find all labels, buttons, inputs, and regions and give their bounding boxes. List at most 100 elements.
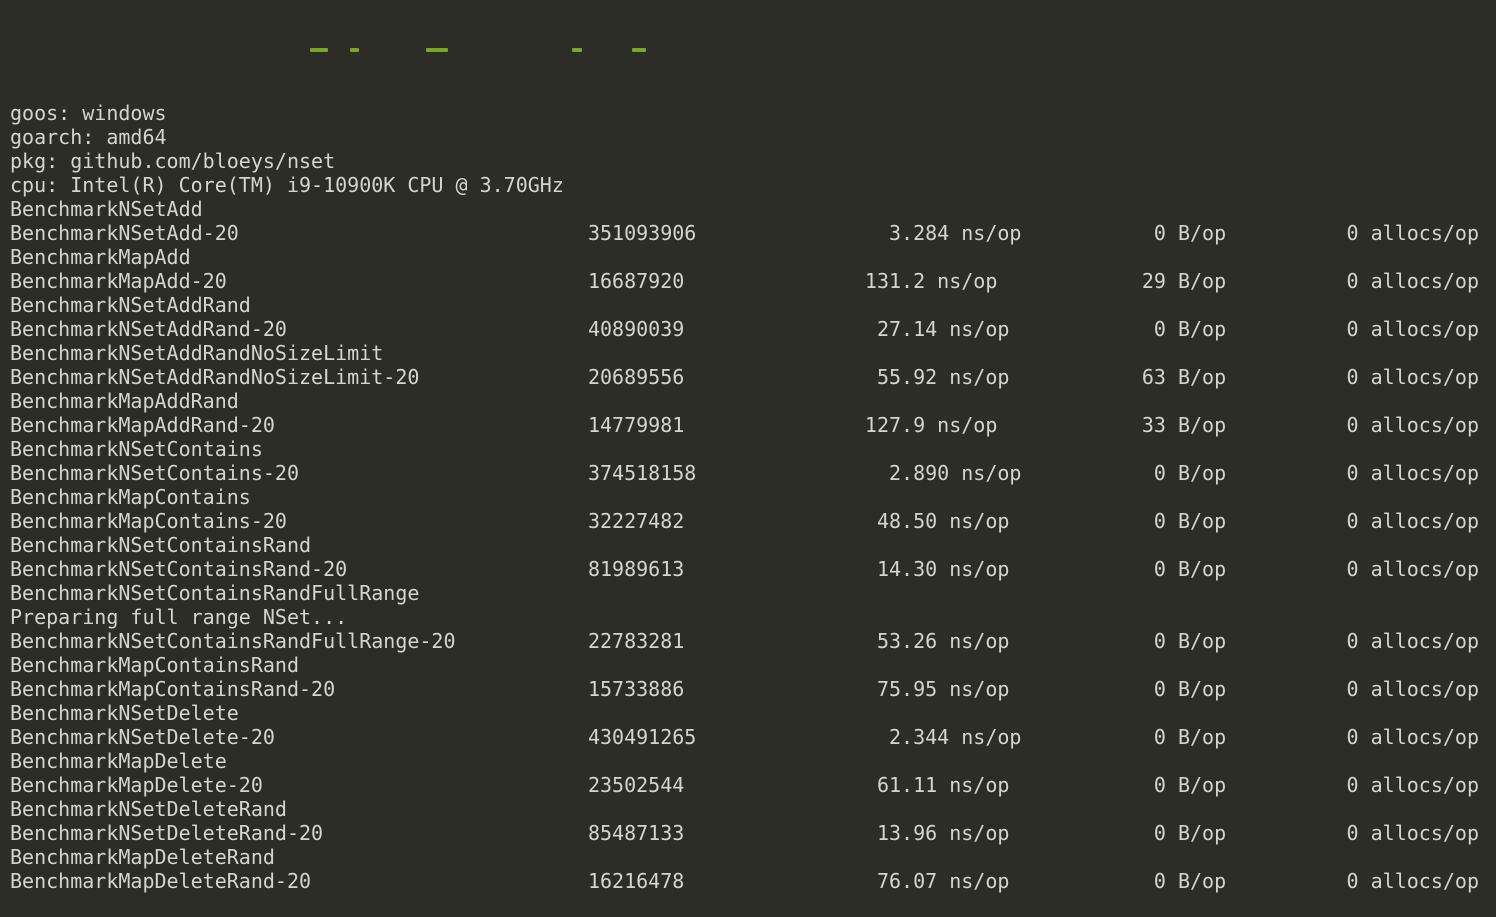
allocs-per-op: 0 allocs/op — [1262, 317, 1480, 341]
env-text: goarch: amd64 — [10, 125, 167, 149]
env-line: goos: windows — [10, 101, 1496, 125]
iteration-count: 15733886 — [587, 677, 781, 701]
benchmark-result-line: BenchmarkNSetAddRandNoSizeLimit-20 20689… — [10, 365, 1496, 389]
benchmark-label-line: BenchmarkNSetAdd — [10, 197, 1496, 221]
benchmark-name: BenchmarkNSetDelete-20 — [10, 725, 588, 749]
benchmark-name: BenchmarkNSetContainsRandFullRange-20 — [10, 629, 588, 653]
bytes-per-op: 0 B/op — [1069, 221, 1263, 245]
benchmark-result-line: BenchmarkMapDeleteRand-20 16216478 76.07… — [10, 869, 1496, 893]
benchmark-label-line: BenchmarkMapContains — [10, 485, 1496, 509]
allocs-per-op: 0 allocs/op — [1262, 557, 1480, 581]
bytes-per-op: 0 B/op — [1069, 677, 1263, 701]
iteration-count: 14779981 — [587, 413, 781, 437]
clipped-command-line — [10, 29, 1496, 53]
time-per-op: 76.07 ns/op — [780, 869, 1070, 893]
benchmark-name: BenchmarkNSetContainsRandFullRange — [10, 581, 420, 605]
env-text: goos: windows — [10, 101, 167, 125]
time-per-op: 48.50 ns/op — [780, 509, 1070, 533]
benchmark-name: BenchmarkMapAdd-20 — [10, 269, 588, 293]
benchmark-name: BenchmarkNSetAddRand-20 — [10, 317, 588, 341]
benchmark-result-line: BenchmarkMapAddRand-20 14779981 127.9 ns… — [10, 413, 1496, 437]
env-line: cpu: Intel(R) Core(TM) i9-10900K CPU @ 3… — [10, 173, 1496, 197]
bytes-per-op: 0 B/op — [1069, 509, 1263, 533]
terminal-window[interactable]: goos: windows goarch: amd64 pkg: github.co… — [10, 0, 1496, 917]
allocs-per-op: 0 allocs/op — [1262, 869, 1480, 893]
iteration-count: 32227482 — [587, 509, 781, 533]
time-per-op: 2.344 ns/op — [780, 725, 1070, 749]
benchmark-result-line: BenchmarkMapContains-20 32227482 48.50 n… — [10, 509, 1496, 533]
benchmark-label-line: BenchmarkMapContainsRand — [10, 653, 1496, 677]
bytes-per-op: 33 B/op — [1069, 413, 1263, 437]
benchmark-label-line: BenchmarkNSetAddRand — [10, 293, 1496, 317]
allocs-per-op: 0 allocs/op — [1262, 725, 1480, 749]
allocs-per-op: 0 allocs/op — [1262, 461, 1480, 485]
clipped-command-fragment — [572, 48, 582, 52]
clipped-command-fragment — [310, 48, 328, 52]
time-per-op: 55.92 ns/op — [780, 365, 1070, 389]
benchmark-name: BenchmarkNSetAddRandNoSizeLimit-20 — [10, 365, 588, 389]
allocs-per-op: 0 allocs/op — [1262, 413, 1480, 437]
env-line: goarch: amd64 — [10, 125, 1496, 149]
iteration-count: 16687920 — [587, 269, 781, 293]
time-per-op: 127.9 ns/op — [780, 413, 1070, 437]
benchmark-name: BenchmarkNSetDelete — [10, 701, 239, 725]
benchmark-result-line: BenchmarkNSetDeleteRand-20 85487133 13.9… — [10, 821, 1496, 845]
time-per-op: 131.2 ns/op — [780, 269, 1070, 293]
env-line: pkg: github.com/bloeys/nset — [10, 149, 1496, 173]
time-per-op: 14.30 ns/op — [780, 557, 1070, 581]
bytes-per-op: 0 B/op — [1069, 869, 1263, 893]
benchmark-result-line: BenchmarkMapContainsRand-20 15733886 75.… — [10, 677, 1496, 701]
benchmark-name: BenchmarkMapDelete-20 — [10, 773, 588, 797]
benchmark-label-line: BenchmarkMapAddRand — [10, 389, 1496, 413]
benchmark-label-line: BenchmarkNSetContainsRandFullRange — [10, 581, 1496, 605]
iteration-count: 20689556 — [587, 365, 781, 389]
benchmark-name: BenchmarkMapDelete — [10, 749, 227, 773]
time-per-op: 75.95 ns/op — [780, 677, 1070, 701]
benchmark-name: BenchmarkMapDeleteRand-20 — [10, 869, 588, 893]
bytes-per-op: 29 B/op — [1069, 269, 1263, 293]
iteration-count: 351093906 — [587, 221, 781, 245]
benchmark-label-line: BenchmarkNSetContains — [10, 437, 1496, 461]
benchmark-name: BenchmarkNSetAddRandNoSizeLimit — [10, 341, 384, 365]
benchmark-name: BenchmarkNSetContains-20 — [10, 461, 588, 485]
benchmark-output: goos: windows goarch: amd64 pkg: github.co… — [10, 101, 1496, 893]
benchmark-name: BenchmarkMapContainsRand — [10, 653, 299, 677]
benchmark-name: BenchmarkNSetAdd — [10, 197, 203, 221]
iteration-count: 430491265 — [587, 725, 781, 749]
benchmark-label-line: BenchmarkNSetDelete — [10, 701, 1496, 725]
benchmark-result-line: BenchmarkNSetAddRand-20 40890039 27.14 n… — [10, 317, 1496, 341]
benchmark-result-line: BenchmarkMapAdd-20 16687920 131.2 ns/op … — [10, 269, 1496, 293]
benchmark-name: BenchmarkMapContainsRand-20 — [10, 677, 588, 701]
benchmark-result-line: BenchmarkNSetAdd-20 351093906 3.284 ns/o… — [10, 221, 1496, 245]
benchmark-label-line: BenchmarkNSetContainsRand — [10, 533, 1496, 557]
bytes-per-op: 0 B/op — [1069, 773, 1263, 797]
allocs-per-op: 0 allocs/op — [1262, 365, 1480, 389]
iteration-count: 23502544 — [587, 773, 781, 797]
benchmark-name: BenchmarkMapDeleteRand — [10, 845, 275, 869]
clipped-command-fragment — [426, 48, 448, 52]
benchmark-name: BenchmarkMapContains — [10, 485, 251, 509]
benchmark-result-line: BenchmarkMapDelete-20 23502544 61.11 ns/… — [10, 773, 1496, 797]
allocs-per-op: 0 allocs/op — [1262, 221, 1480, 245]
bytes-per-op: 0 B/op — [1069, 557, 1263, 581]
time-per-op: 2.890 ns/op — [780, 461, 1070, 485]
clipped-command-fragment — [350, 48, 359, 52]
benchmark-name: BenchmarkMapAdd — [10, 245, 191, 269]
allocs-per-op: 0 allocs/op — [1262, 509, 1480, 533]
benchmark-name: BenchmarkMapContains-20 — [10, 509, 588, 533]
benchmark-result-line: BenchmarkNSetContainsRand-20 81989613 14… — [10, 557, 1496, 581]
benchmark-name: BenchmarkNSetContainsRand — [10, 533, 312, 557]
benchmark-result-line: BenchmarkNSetContainsRandFullRange-20 22… — [10, 629, 1496, 653]
bytes-per-op: 0 B/op — [1069, 821, 1263, 845]
iteration-count: 374518158 — [587, 461, 781, 485]
bytes-per-op: 0 B/op — [1069, 461, 1263, 485]
bytes-per-op: 0 B/op — [1069, 725, 1263, 749]
iteration-count: 85487133 — [587, 821, 781, 845]
benchmark-name: BenchmarkNSetAddRand — [10, 293, 251, 317]
iteration-count: 40890039 — [587, 317, 781, 341]
time-per-op: 13.96 ns/op — [780, 821, 1070, 845]
env-text: pkg: github.com/bloeys/nset — [10, 149, 336, 173]
benchmark-label-line: BenchmarkMapDelete — [10, 749, 1496, 773]
iteration-count: 81989613 — [587, 557, 781, 581]
benchmark-result-line: BenchmarkNSetDelete-20 430491265 2.344 n… — [10, 725, 1496, 749]
